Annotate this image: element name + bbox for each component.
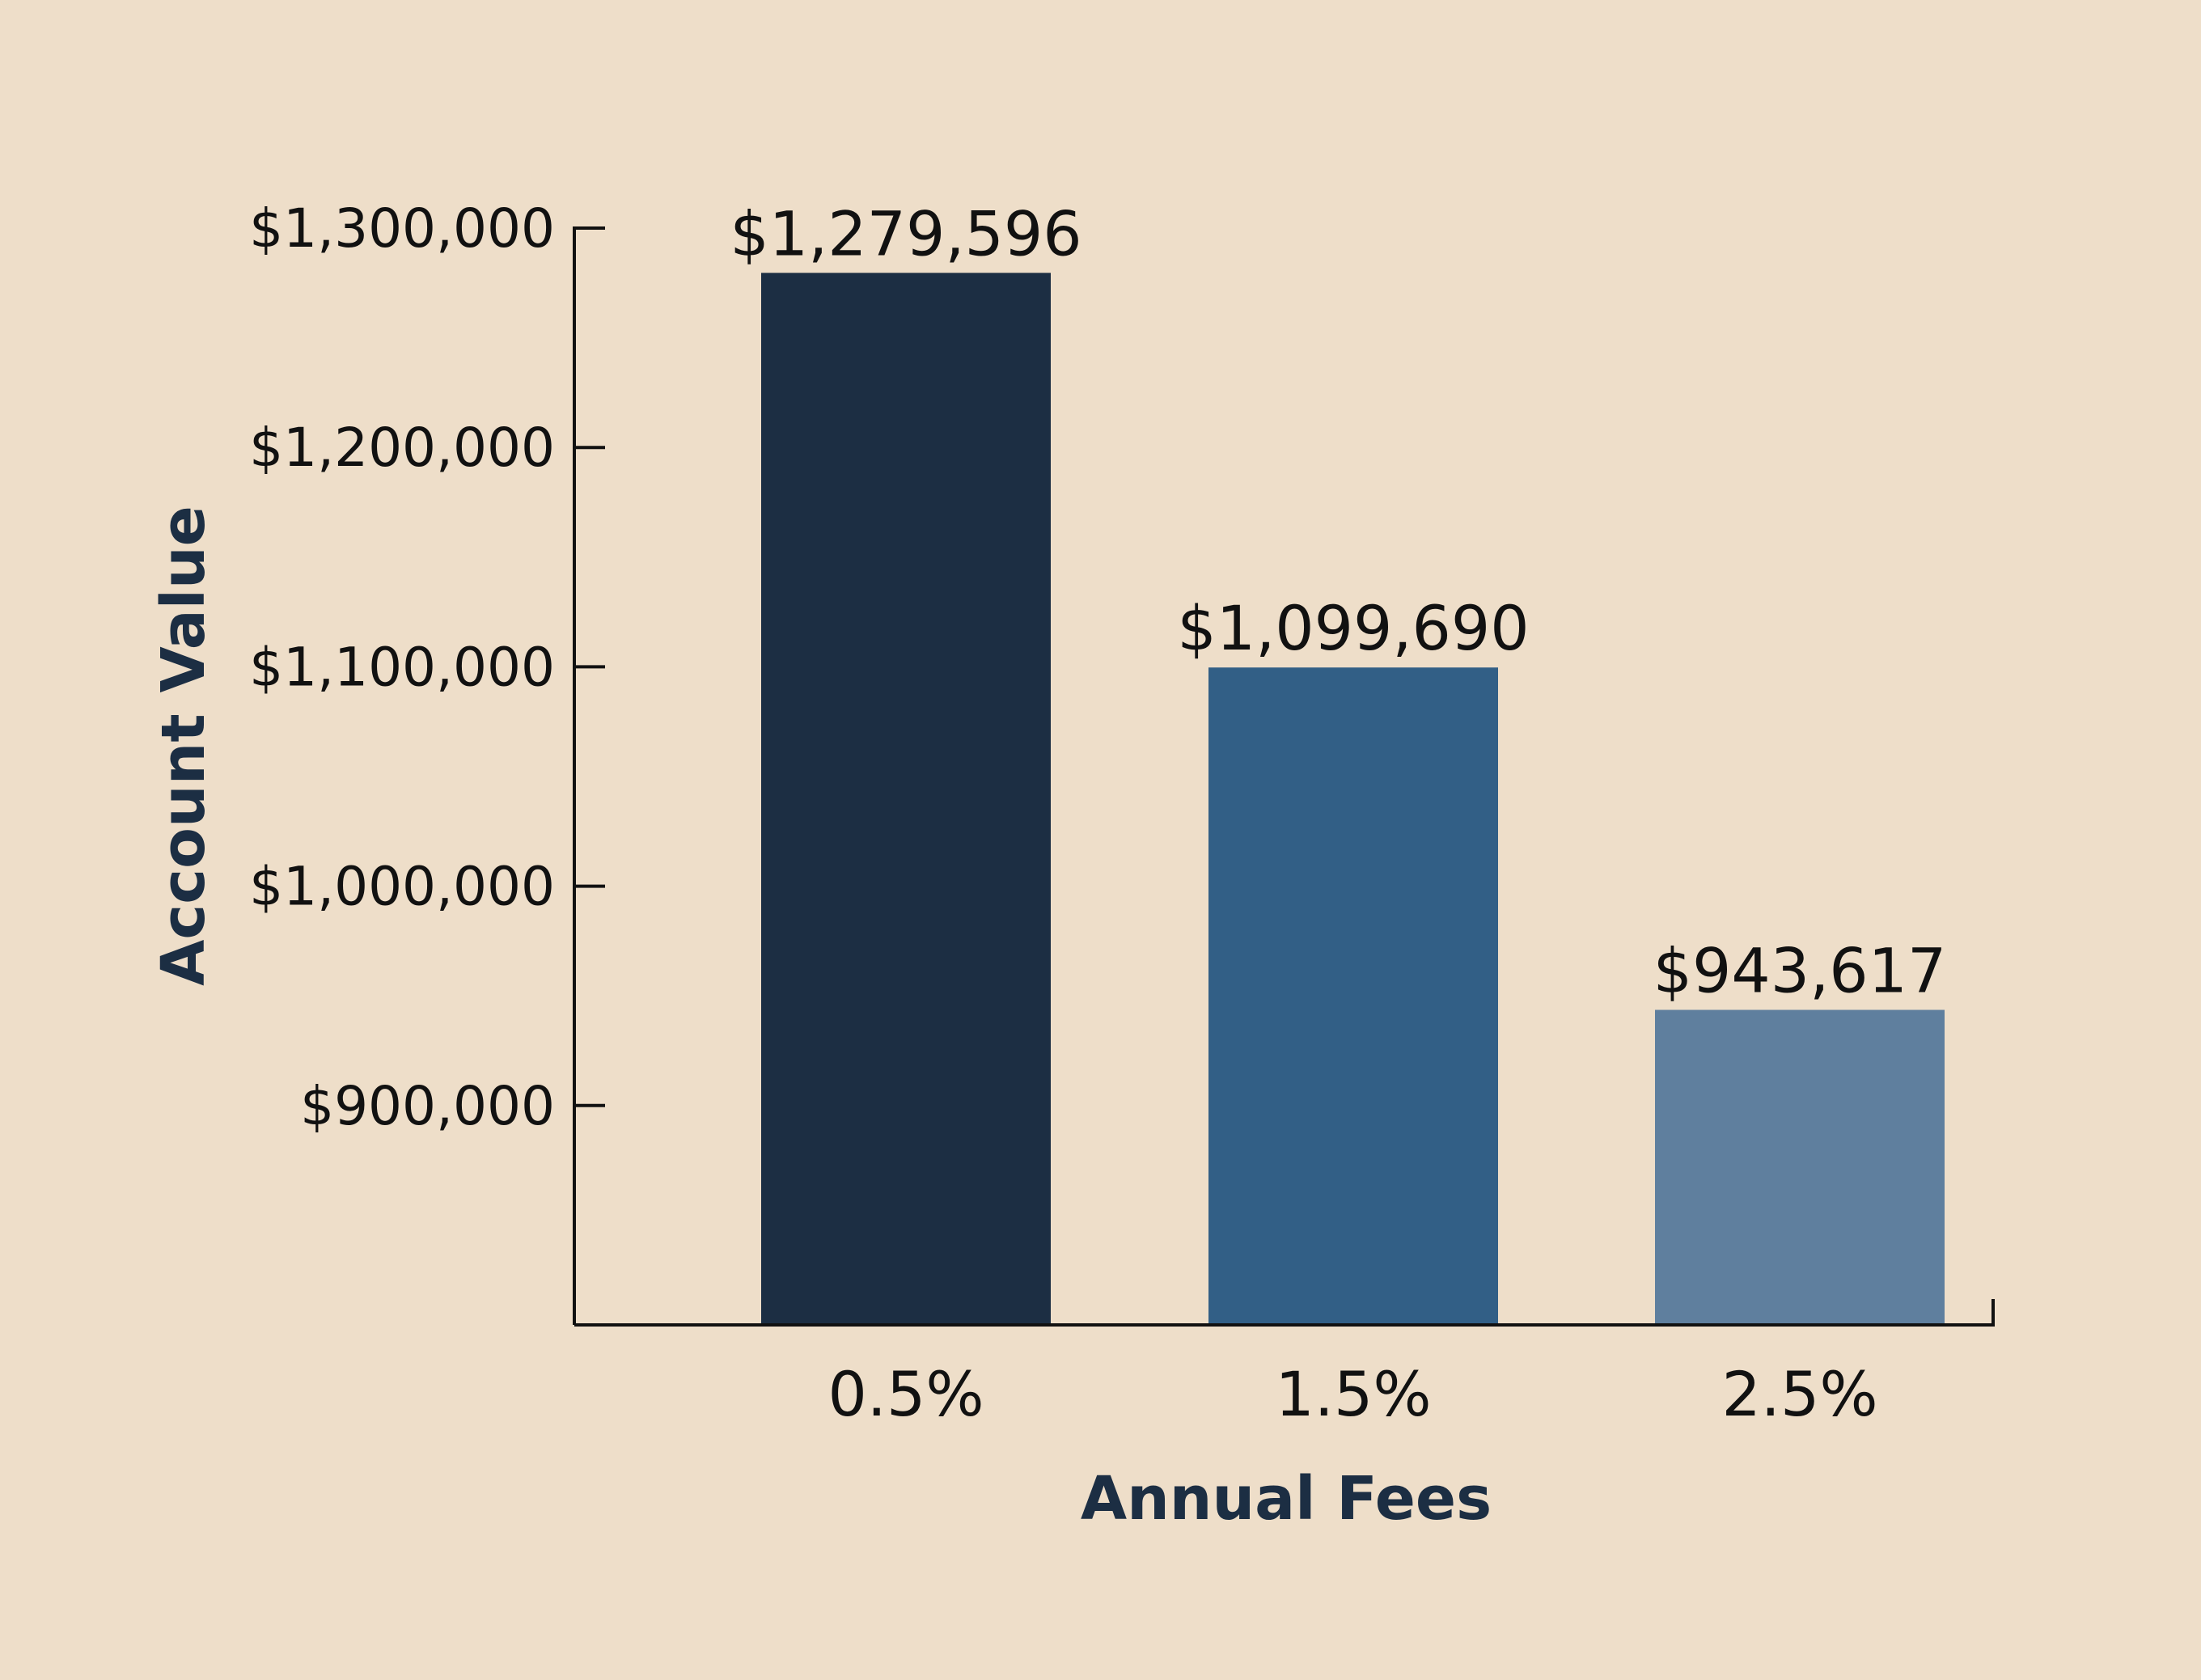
bar-2-5pct <box>1655 1009 1945 1325</box>
y-tick-label: $900,000 <box>300 1075 555 1137</box>
y-tick-label: $1,100,000 <box>249 636 555 698</box>
bar-value-label: $943,617 <box>1653 935 1947 1007</box>
bar-value-label: $1,279,596 <box>730 197 1081 269</box>
bar-value-label: $1,099,690 <box>1177 592 1529 664</box>
x-axis-ticks: 0.5% 1.5% 2.5% <box>827 1358 1877 1430</box>
y-axis-ticks: $900,000 $1,000,000 $1,100,000 $1,200,000 $1… <box>249 197 605 1137</box>
x-axis-title: Annual Fees <box>1081 1464 1492 1534</box>
y-tick-label: $1,200,000 <box>249 417 555 479</box>
bars-group: $1,279,596 $1,099,690 $943,617 <box>730 197 1946 1325</box>
x-tick-label: 2.5% <box>1721 1358 1877 1430</box>
bar-0-5pct <box>761 273 1051 1325</box>
bar-1-5pct <box>1208 667 1498 1325</box>
y-tick-label: $1,300,000 <box>249 197 555 260</box>
x-tick-label: 0.5% <box>827 1358 984 1430</box>
y-tick-label: $1,000,000 <box>249 856 555 918</box>
y-axis-title: Account Value <box>149 506 218 986</box>
x-tick-label: 1.5% <box>1275 1358 1431 1430</box>
